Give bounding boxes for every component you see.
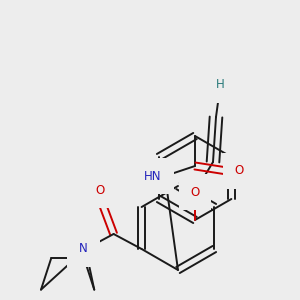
Text: O: O xyxy=(95,184,104,196)
Text: HN: HN xyxy=(144,169,162,182)
Text: N: N xyxy=(79,242,88,256)
Text: H: H xyxy=(216,79,224,92)
Text: O: O xyxy=(234,164,244,178)
Text: O: O xyxy=(190,185,200,199)
